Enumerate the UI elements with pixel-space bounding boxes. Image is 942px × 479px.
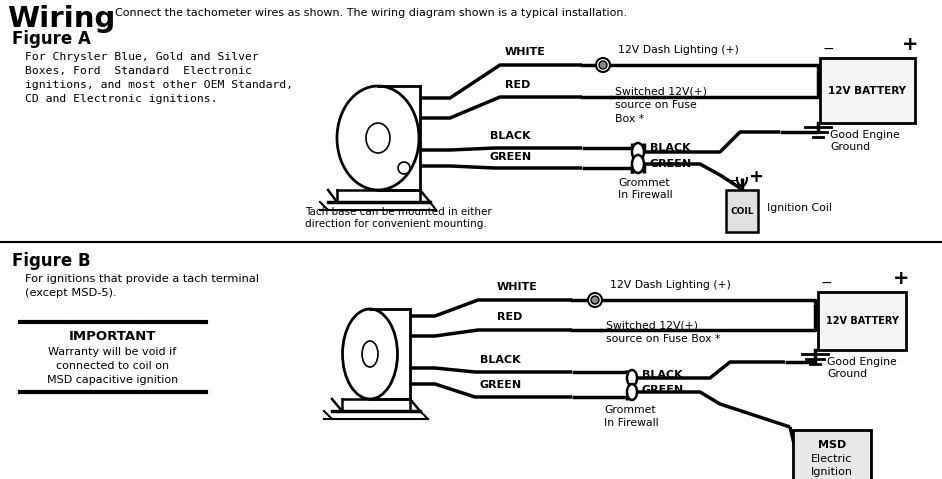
Text: 12V Dash Lighting (+): 12V Dash Lighting (+) bbox=[610, 280, 731, 290]
Ellipse shape bbox=[366, 123, 390, 153]
Text: BLACK: BLACK bbox=[642, 370, 683, 380]
Text: −: − bbox=[726, 174, 738, 188]
Text: BLACK: BLACK bbox=[490, 131, 530, 141]
Text: Electric: Electric bbox=[811, 454, 853, 464]
Circle shape bbox=[588, 293, 602, 307]
Text: Ground: Ground bbox=[830, 142, 870, 152]
Text: ignitions, and most other OEM Standard,: ignitions, and most other OEM Standard, bbox=[25, 80, 293, 90]
FancyBboxPatch shape bbox=[820, 58, 915, 123]
Text: 12V BATTERY: 12V BATTERY bbox=[829, 85, 906, 95]
Text: 12V BATTERY: 12V BATTERY bbox=[825, 316, 899, 326]
Text: source on Fuse Box *: source on Fuse Box * bbox=[606, 334, 721, 344]
Text: (except MSD-5).: (except MSD-5). bbox=[25, 288, 117, 298]
Text: Switched 12V(+): Switched 12V(+) bbox=[615, 86, 707, 96]
Text: BLACK: BLACK bbox=[480, 355, 521, 365]
FancyBboxPatch shape bbox=[726, 190, 758, 232]
Text: source on Fuse: source on Fuse bbox=[615, 100, 697, 110]
Text: GREEN: GREEN bbox=[490, 152, 532, 162]
Text: GREEN: GREEN bbox=[480, 380, 522, 390]
Text: Ignition: Ignition bbox=[811, 467, 853, 477]
Text: 12V Dash Lighting (+): 12V Dash Lighting (+) bbox=[618, 45, 739, 55]
Text: +: + bbox=[893, 269, 909, 288]
FancyBboxPatch shape bbox=[338, 86, 418, 190]
Circle shape bbox=[591, 296, 599, 304]
Ellipse shape bbox=[362, 341, 378, 367]
Text: CD and Electronic ignitions.: CD and Electronic ignitions. bbox=[25, 94, 218, 104]
Text: Grommet: Grommet bbox=[618, 178, 670, 188]
Text: For ignitions that provide a tach terminal: For ignitions that provide a tach termin… bbox=[25, 274, 259, 284]
Circle shape bbox=[599, 61, 607, 69]
Text: Boxes, Ford  Standard  Electronic: Boxes, Ford Standard Electronic bbox=[25, 66, 252, 76]
Text: −: − bbox=[820, 276, 832, 290]
FancyBboxPatch shape bbox=[818, 292, 906, 350]
Text: Warranty will be void if: Warranty will be void if bbox=[48, 347, 177, 357]
FancyBboxPatch shape bbox=[793, 430, 871, 479]
Text: Good Engine: Good Engine bbox=[827, 357, 897, 367]
Text: IMPORTANT: IMPORTANT bbox=[69, 330, 156, 343]
Text: connected to coil on: connected to coil on bbox=[56, 361, 169, 371]
Text: Tach base can be mounted in either
direction for convenient mounting.: Tach base can be mounted in either direc… bbox=[305, 207, 492, 228]
Text: Switched 12V(+): Switched 12V(+) bbox=[606, 320, 698, 330]
Text: COIL: COIL bbox=[730, 207, 754, 217]
Text: Ground: Ground bbox=[827, 369, 868, 379]
Text: Box *: Box * bbox=[615, 114, 644, 124]
Text: −: − bbox=[822, 42, 834, 56]
Text: WHITE: WHITE bbox=[497, 282, 538, 292]
Text: Figure B: Figure B bbox=[12, 252, 90, 270]
Text: RED: RED bbox=[497, 312, 523, 322]
Text: Grommet: Grommet bbox=[604, 405, 656, 415]
Text: In Firewall: In Firewall bbox=[618, 190, 673, 200]
Text: WHITE: WHITE bbox=[505, 47, 545, 57]
Ellipse shape bbox=[343, 309, 398, 399]
Text: MSD: MSD bbox=[818, 440, 846, 450]
Text: For Chrysler Blue, Gold and Silver: For Chrysler Blue, Gold and Silver bbox=[25, 52, 259, 62]
Text: Figure A: Figure A bbox=[12, 30, 90, 48]
Text: BLACK: BLACK bbox=[650, 143, 690, 153]
Ellipse shape bbox=[632, 143, 644, 161]
Ellipse shape bbox=[627, 384, 637, 400]
Text: Ignition Coil: Ignition Coil bbox=[767, 203, 832, 213]
Text: Wiring: Wiring bbox=[7, 5, 115, 33]
Ellipse shape bbox=[627, 370, 637, 386]
Text: RED: RED bbox=[505, 80, 530, 90]
Text: Good Engine: Good Engine bbox=[830, 130, 900, 140]
Text: GREEN: GREEN bbox=[650, 159, 692, 169]
Text: Connect the tachometer wires as shown. The wiring diagram shown is a typical ins: Connect the tachometer wires as shown. T… bbox=[115, 8, 627, 18]
Circle shape bbox=[596, 58, 610, 72]
Text: In Firewall: In Firewall bbox=[604, 418, 658, 428]
Text: +: + bbox=[901, 35, 918, 54]
Circle shape bbox=[398, 162, 410, 174]
Ellipse shape bbox=[632, 155, 644, 173]
Ellipse shape bbox=[337, 86, 419, 190]
Text: GREEN: GREEN bbox=[642, 385, 684, 395]
Text: MSD capacitive ignition: MSD capacitive ignition bbox=[47, 375, 178, 385]
Text: +: + bbox=[749, 168, 764, 186]
